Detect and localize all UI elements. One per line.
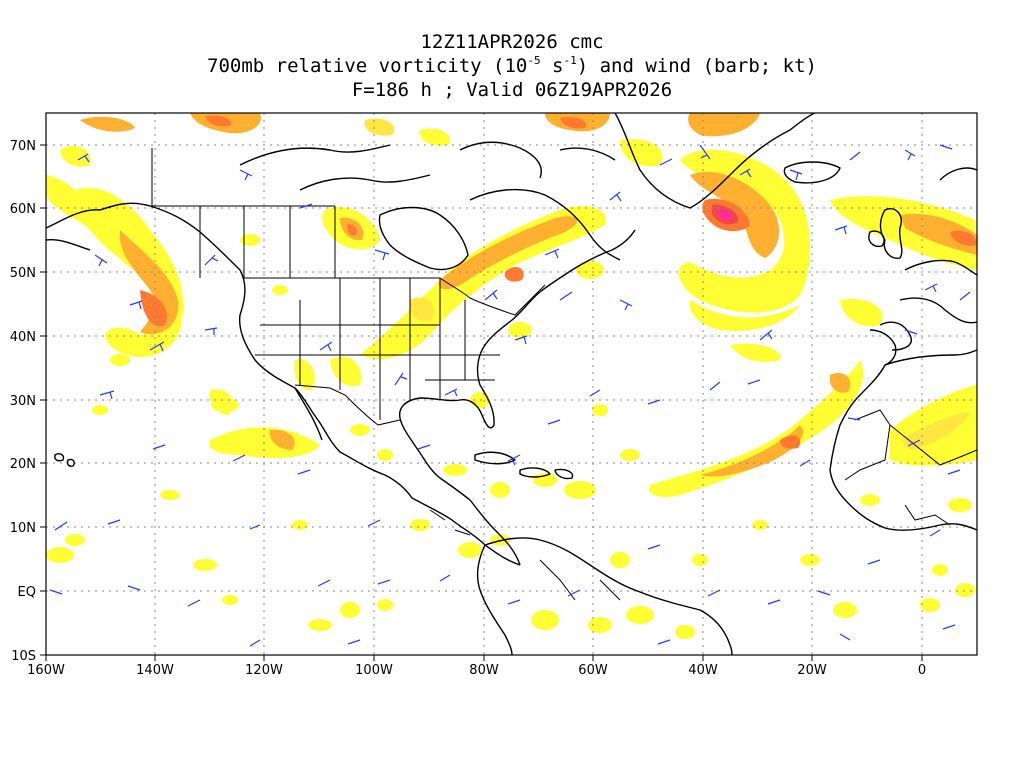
vorticity-shade <box>347 224 357 236</box>
vorticity-shade <box>718 209 731 221</box>
lon-label: 20W <box>797 663 827 678</box>
longitude-labels: 160W 140W 120W 100W 80W 60W 40W 20W 0 <box>27 663 926 678</box>
vorticity-shade <box>330 356 361 387</box>
plot-frame <box>45 112 978 656</box>
vorticity-shade <box>360 205 606 359</box>
vorticity-shade <box>730 343 781 362</box>
vorticity-shade <box>689 300 800 331</box>
lon-label: 100W <box>355 663 393 678</box>
tropical-specks <box>46 234 975 639</box>
vorticity-shade <box>830 196 977 270</box>
vorticity-shade <box>59 187 184 357</box>
vorticity-shade <box>780 435 801 449</box>
vorticity-shade <box>678 149 811 313</box>
vorticity-shade <box>700 425 804 477</box>
coastlines <box>46 113 977 655</box>
lat-label: 10S <box>11 649 36 664</box>
lat-label: 60N <box>10 202 36 217</box>
vorticity-shade <box>649 360 864 497</box>
vorticity-shade <box>80 116 135 132</box>
vorticity-shade <box>829 372 851 393</box>
lat-label: 20N <box>10 457 36 472</box>
title-exponent: -5 <box>527 53 541 67</box>
title-exponent: -1 <box>563 53 577 67</box>
map-title: 12Z11APR2026 cmc 700mb relative vorticit… <box>0 30 1024 102</box>
vorticity-shade <box>419 128 450 146</box>
vorticity-shade <box>205 115 231 127</box>
political-boundaries <box>150 148 977 601</box>
title-line-variable: 700mb relative vorticity (10-5 s-1) and … <box>0 54 1024 78</box>
tick-marks <box>40 144 923 661</box>
lat-label: 40N <box>10 330 36 345</box>
lat-label: EQ <box>18 585 36 600</box>
vorticity-shade <box>60 145 91 167</box>
vorticity-shade <box>840 299 883 327</box>
vorticity-shade <box>688 113 760 137</box>
vorticity-shading <box>46 113 977 639</box>
title-line-model-run: 12Z11APR2026 cmc <box>420 31 604 53</box>
lon-label: 60W <box>578 663 608 678</box>
lon-label: 160W <box>27 663 65 678</box>
vorticity-shade <box>950 230 977 246</box>
lat-label: 70N <box>10 139 36 154</box>
title-variable-text: 700mb relative vorticity (10 <box>207 55 528 77</box>
vorticity-shade <box>269 429 295 450</box>
vorticity-shade <box>364 118 395 136</box>
title-variable-suffix: ) and wind (barb; kt) <box>576 55 817 77</box>
vorticity-shade <box>46 175 83 215</box>
title-unit-text: s <box>540 55 564 77</box>
lon-label: 80W <box>469 663 499 678</box>
lon-label: 120W <box>245 663 283 678</box>
vorticity-shade <box>140 290 168 327</box>
vorticity-shade <box>900 412 970 450</box>
vorticity-shade <box>294 359 315 391</box>
lat-label: 10N <box>10 521 36 536</box>
vorticity-shade <box>560 117 586 129</box>
vorticity-shade <box>900 213 977 255</box>
vorticity-shade <box>209 427 320 458</box>
vorticity-shade <box>620 139 663 167</box>
lat-label: 30N <box>10 394 36 409</box>
lon-label: 140W <box>136 663 174 678</box>
vorticity-shade <box>439 216 578 290</box>
wind-barbs <box>49 144 971 647</box>
graticule <box>46 113 977 655</box>
lon-label: 40W <box>688 663 718 678</box>
lat-label: 50N <box>10 266 36 281</box>
vorticity-shade <box>504 266 524 282</box>
vorticity-shade <box>409 297 435 322</box>
vorticity-shade <box>690 171 780 258</box>
lon-label: 0 <box>918 663 926 678</box>
title-line-valid-time: F=186 h ; Valid 06Z19APR2026 <box>351 79 673 101</box>
latitude-labels: 70N 60N 50N 40N 30N 20N 10N EQ 10S <box>10 139 36 664</box>
